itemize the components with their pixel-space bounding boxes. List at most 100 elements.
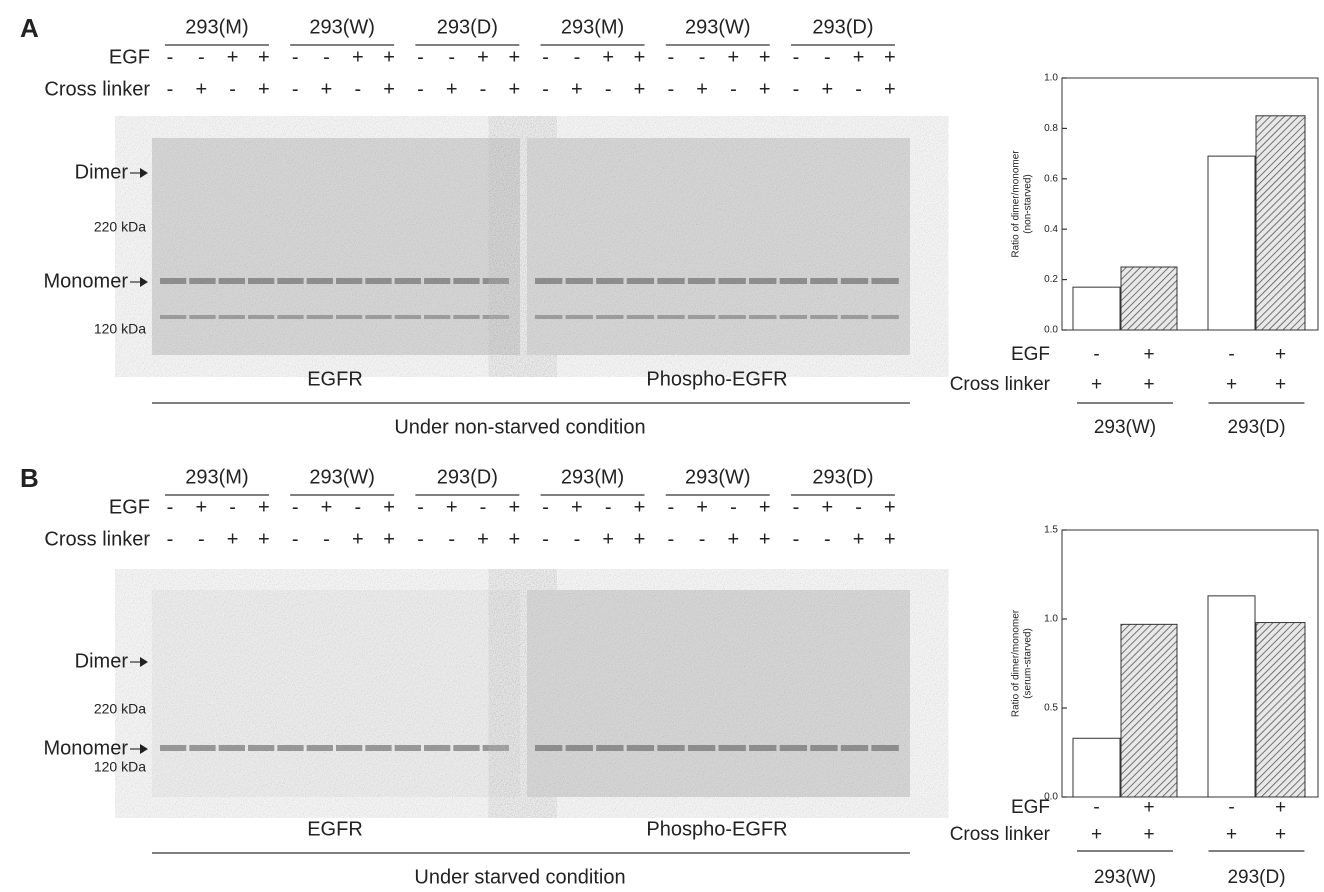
- blot-band: [840, 278, 869, 284]
- blot-band: [535, 315, 563, 319]
- crosslinker-sign: -: [574, 528, 581, 550]
- marker-arrowhead: [140, 744, 148, 754]
- crosslinker-sign: +: [759, 528, 771, 550]
- group-label: 293(W): [1094, 867, 1156, 888]
- blot-band: [482, 745, 509, 751]
- egf-sign: +: [1275, 797, 1286, 818]
- crosslinker-sign: -: [417, 78, 424, 100]
- blot-label: Phospho-EGFR: [646, 368, 787, 390]
- blot-band: [189, 315, 216, 319]
- crosslinker-sign: -: [824, 528, 831, 550]
- panel-letter: B: [20, 463, 39, 493]
- egf-sign: +: [1143, 344, 1154, 365]
- egf-sign: -: [292, 46, 299, 68]
- y-tick-label: 0.8: [1044, 123, 1058, 134]
- blot-band: [657, 278, 685, 284]
- y-tick-label: 0.2: [1044, 274, 1058, 285]
- egf-sign: -: [605, 496, 612, 518]
- egf-sign: +: [634, 496, 646, 518]
- crosslinker-sign: +: [258, 528, 270, 550]
- egf-sign: -: [542, 496, 549, 518]
- egf-sign: +: [634, 46, 646, 68]
- blot-label: EGFR: [307, 368, 363, 390]
- blot-band: [565, 745, 593, 751]
- egf-sign: -: [574, 46, 581, 68]
- blot-band: [687, 278, 716, 284]
- blot-band: [189, 278, 216, 284]
- blot-band: [810, 745, 838, 751]
- group-label: 293(W): [685, 466, 751, 488]
- crosslinker-sign: -: [699, 528, 706, 550]
- blot-band: [248, 315, 275, 319]
- blot-band: [277, 745, 304, 751]
- blot-band: [424, 315, 451, 319]
- egf-sign: -: [198, 46, 205, 68]
- bar: [1255, 622, 1306, 798]
- crosslinker-sign: -: [229, 78, 236, 100]
- bar: [1072, 286, 1121, 331]
- y-tick-label: 1.5: [1044, 525, 1058, 536]
- group-label: 293(M): [185, 16, 248, 38]
- row-label: Cross linker: [44, 528, 150, 550]
- blot-band: [336, 745, 363, 751]
- y-tick-label: 0.4: [1044, 224, 1058, 235]
- blot-band: [626, 278, 655, 284]
- blot-band: [336, 315, 363, 319]
- egf-sign: +: [352, 46, 364, 68]
- group-label: 293(W): [309, 16, 375, 38]
- crosslinker-sign: +: [258, 78, 270, 100]
- crosslinker-sign: +: [195, 78, 207, 100]
- blot-band: [189, 745, 216, 751]
- egf-sign: -: [793, 496, 800, 518]
- bar: [1207, 155, 1256, 331]
- blot-band: [871, 745, 899, 751]
- egf-sign: -: [167, 496, 174, 518]
- blot-band: [482, 315, 509, 319]
- blot-band: [365, 315, 392, 319]
- egf-sign: +: [884, 496, 896, 518]
- egf-sign: -: [448, 46, 455, 68]
- blot-band: [453, 745, 480, 751]
- crosslinker-sign: +: [602, 528, 614, 550]
- crosslinker-sign: +: [696, 78, 708, 100]
- crosslinker-sign: +: [227, 528, 239, 550]
- crosslinker-sign: -: [198, 528, 205, 550]
- bar: [1120, 623, 1178, 798]
- blot-band: [535, 745, 563, 751]
- crosslinker-sign: +: [634, 78, 646, 100]
- crosslinker-sign: +: [884, 528, 896, 550]
- egf-sign: -: [667, 46, 674, 68]
- blot-band: [424, 745, 451, 751]
- blot-band: [687, 745, 716, 751]
- egf-sign: -: [323, 46, 330, 68]
- group-label: 293(W): [685, 16, 751, 38]
- y-axis-label: (serum-starved): [1023, 628, 1034, 699]
- y-tick-label: 1.0: [1044, 73, 1058, 84]
- blot-label: Phospho-EGFR: [646, 818, 787, 840]
- marker-arrowhead: [140, 657, 148, 667]
- egf-sign: +: [383, 46, 395, 68]
- crosslinker-sign: +: [352, 528, 364, 550]
- blot-band: [365, 745, 392, 751]
- egf-sign: -: [1093, 344, 1099, 365]
- crosslinker-sign: +: [1143, 374, 1154, 395]
- blot-band: [626, 315, 655, 319]
- group-label: 293(W): [309, 466, 375, 488]
- blot-band: [718, 278, 746, 284]
- egf-sign: -: [793, 46, 800, 68]
- blot-grain: [527, 590, 910, 797]
- crosslinker-sign: +: [446, 78, 458, 100]
- blot-band: [306, 745, 333, 751]
- crosslinker-sign: -: [667, 78, 674, 100]
- egf-sign: +: [508, 496, 520, 518]
- marker-label: 120 kDa: [94, 759, 146, 775]
- row-label: Cross linker: [44, 78, 150, 100]
- blot-band: [218, 315, 245, 319]
- egf-sign: +: [1143, 797, 1154, 818]
- egf-sign: +: [258, 496, 270, 518]
- group-label: 293(D): [1227, 417, 1285, 438]
- blot-band: [365, 278, 392, 284]
- egf-sign: -: [229, 496, 236, 518]
- blot-band: [718, 315, 746, 319]
- crosslinker-sign: +: [1091, 824, 1102, 845]
